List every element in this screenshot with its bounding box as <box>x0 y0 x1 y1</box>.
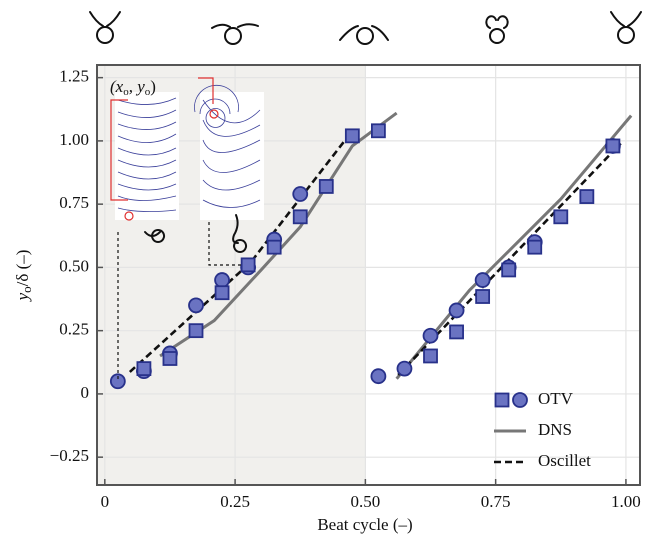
x-tick-label: 1.00 <box>611 492 641 511</box>
x-tick-label: 0 <box>101 492 110 511</box>
circle-marker <box>188 297 204 314</box>
label-part: y <box>13 292 32 302</box>
y-tick-label: 1.25 <box>59 67 89 86</box>
phase-icons <box>89 11 642 45</box>
square-marker <box>162 351 178 366</box>
phase-icon <box>485 15 509 44</box>
circle-marker <box>448 302 465 319</box>
contour-lines <box>194 85 261 208</box>
square-marker <box>371 123 386 139</box>
y-tick-label: 1.00 <box>59 130 89 149</box>
circle-marker <box>370 368 387 385</box>
circle-marker <box>109 373 126 390</box>
label-part: o <box>123 86 129 98</box>
inset: (xo, yo) <box>110 77 264 382</box>
square-marker <box>344 128 360 144</box>
series-line <box>128 129 622 376</box>
square-marker <box>449 324 464 340</box>
inset-bracket <box>110 99 128 201</box>
circle-marker <box>396 360 413 377</box>
square-marker <box>553 209 569 225</box>
vortex-core <box>209 109 219 119</box>
square-marker <box>579 189 595 204</box>
label-part: (x <box>110 77 124 96</box>
y-tick-label: 0.50 <box>59 256 89 275</box>
label-part: /δ (–) <box>13 250 32 287</box>
contour-lines <box>117 97 177 212</box>
inset-label: (xo, yo) <box>110 77 156 98</box>
square-marker <box>475 289 491 304</box>
y-tick-label: −0.25 <box>50 446 89 465</box>
square-marker <box>214 285 230 301</box>
phase-icon <box>89 11 121 44</box>
square-marker <box>527 239 543 255</box>
legend-label: OTV <box>538 389 574 408</box>
label-part: o <box>145 86 151 98</box>
square-marker <box>240 257 256 273</box>
leader-line <box>117 222 244 382</box>
square-marker <box>266 239 282 255</box>
phase-icon <box>610 11 642 44</box>
circle-marker <box>292 186 309 202</box>
x-tick-label: 0.75 <box>481 492 511 511</box>
square-marker <box>423 348 438 364</box>
label-part: ) <box>150 77 156 96</box>
x-tick-label: 0.25 <box>220 492 250 511</box>
square-marker <box>605 138 621 154</box>
label-part: o <box>19 286 34 293</box>
y-tick-label: 0.75 <box>59 193 89 212</box>
plot-marks <box>109 111 633 408</box>
circle-marker <box>214 272 230 288</box>
phase-icon <box>339 25 389 45</box>
square-marker <box>292 209 308 225</box>
square-marker <box>318 179 334 194</box>
legend-label: DNS <box>538 420 572 439</box>
square-marker <box>494 392 510 408</box>
circle-marker <box>422 327 439 344</box>
circle-marker <box>474 272 491 288</box>
inset-panel <box>200 92 264 220</box>
legend-label: Oscillet <box>538 451 591 470</box>
label-part: , y <box>129 77 146 96</box>
square-marker <box>136 361 152 377</box>
y-axis-label: yo/δ (–) <box>13 250 34 303</box>
vortex-core <box>124 211 134 221</box>
circle-marker <box>512 392 528 408</box>
x-axis-label: Beat cycle (–) <box>317 515 412 534</box>
swimmer-sketch <box>144 214 248 253</box>
plot-frame <box>96 64 641 486</box>
y-tick-label: 0.25 <box>59 320 89 339</box>
square-marker <box>501 262 517 278</box>
contours <box>117 85 261 212</box>
y-tick-label: 0 <box>81 383 90 402</box>
inset-bracket <box>198 77 214 104</box>
x-tick-label: 0.50 <box>350 492 380 511</box>
square-marker <box>188 323 204 339</box>
phase-icon <box>211 23 259 45</box>
